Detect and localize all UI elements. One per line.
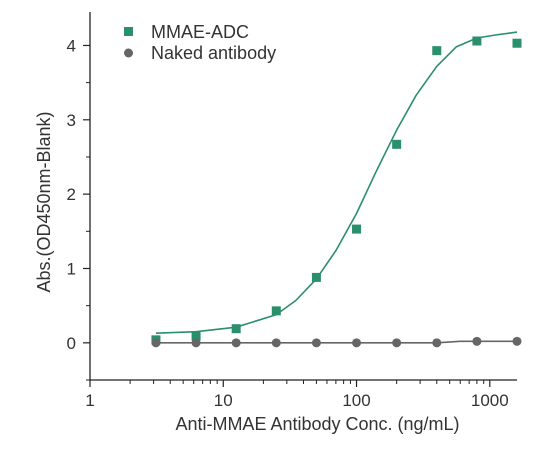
y-tick-label: 0 <box>67 334 76 353</box>
data-point-circle <box>352 338 362 348</box>
legend-item-mmae-adc: MMAE-ADC <box>124 22 249 42</box>
data-point-circle <box>512 336 522 346</box>
plot-area <box>151 31 522 348</box>
data-point-circle <box>231 338 241 348</box>
data-point-circle <box>472 336 482 346</box>
data-point-circle <box>191 338 201 348</box>
legend-marker-circle <box>124 48 133 58</box>
x-axis-title: Anti-MMAE Antibody Conc. (ng/mL) <box>175 414 459 434</box>
fit-curves <box>155 31 518 344</box>
y-tick-label: 2 <box>67 185 76 204</box>
fit-line-mmae-adc <box>155 31 518 334</box>
data-point-circle <box>392 338 402 348</box>
data-point-square <box>191 331 201 341</box>
data-point-square <box>392 139 402 149</box>
data-point-square <box>311 272 321 282</box>
data-point-circle <box>271 338 281 348</box>
legend: MMAE-ADC Naked antibody <box>124 22 276 63</box>
data-point-square <box>231 324 241 334</box>
legend-label-mmae-adc: MMAE-ADC <box>151 22 249 42</box>
y-axis-title: Abs.(OD450nm-Blank) <box>34 111 54 292</box>
legend-marker-square <box>124 27 133 36</box>
x-tick-label: 100 <box>342 391 370 410</box>
data-point-circle <box>432 338 442 348</box>
data-point-square <box>271 306 281 316</box>
data-point-square <box>432 46 442 56</box>
data-point-circle <box>151 338 161 348</box>
legend-label-naked-antibody: Naked antibody <box>151 43 276 63</box>
fit-line-naked-antibody <box>155 340 517 344</box>
y-tick-label: 3 <box>67 111 76 130</box>
data-point-square <box>512 38 522 48</box>
data-point-square <box>472 36 482 46</box>
legend-item-naked-antibody: Naked antibody <box>124 43 276 63</box>
x-tick-label: 1 <box>85 391 94 410</box>
axes <box>89 12 517 381</box>
y-tick-label: 1 <box>67 259 76 278</box>
x-tick-label: 1000 <box>471 391 509 410</box>
y-tick-label: 4 <box>67 36 76 55</box>
data-points <box>151 36 522 348</box>
data-point-square <box>352 224 362 234</box>
x-tick-label: 10 <box>214 391 233 410</box>
data-point-circle <box>311 338 321 348</box>
ticks: 1 10 100 1000 0 1 2 3 4 <box>67 36 509 410</box>
